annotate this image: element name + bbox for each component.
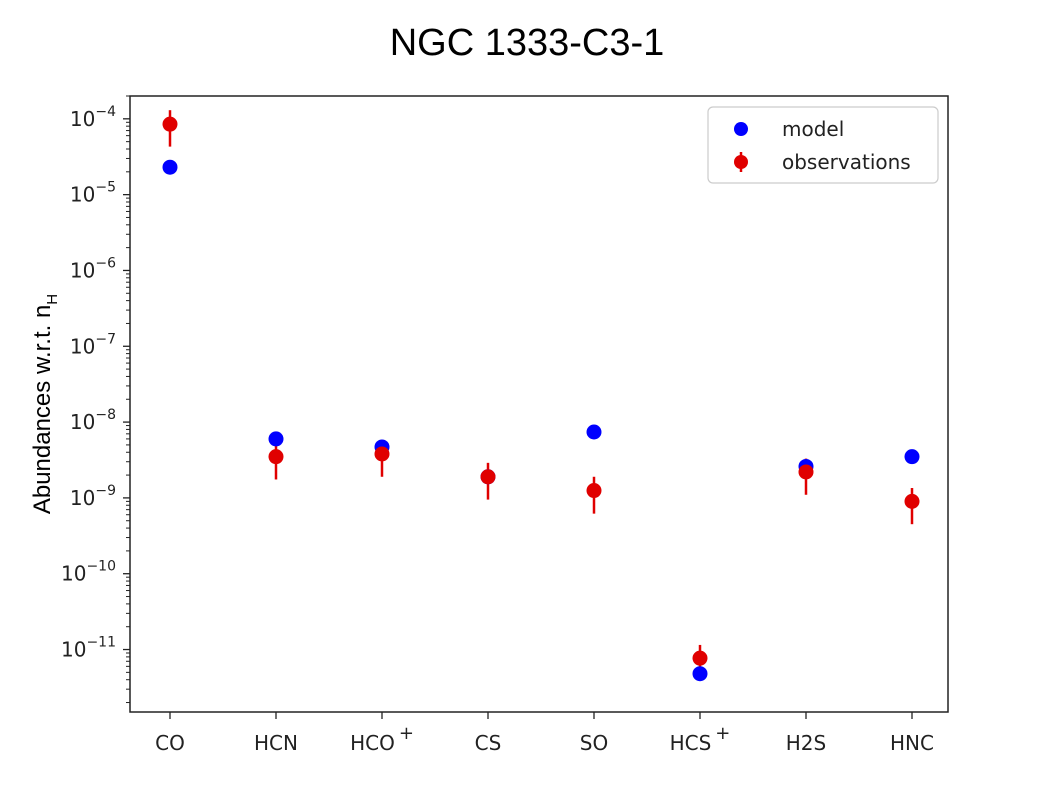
x-tick-label: CS: [475, 731, 502, 755]
chart-title: NGC 1333-C3-1: [389, 22, 665, 64]
x-tick-label: HCN: [254, 731, 298, 755]
legend-model-marker: [734, 122, 748, 136]
x-axis-ticks: CO HCN HCO + CS SO HCS + H2S HNC: [155, 712, 934, 755]
y-tick-label: 10−10: [61, 559, 116, 586]
observations-point: [692, 650, 708, 666]
legend: model observations: [707, 106, 939, 184]
legend-model-label: model: [782, 117, 844, 141]
observations-point: [480, 469, 496, 485]
data-points: [162, 116, 920, 682]
y-axis-label: Abundances w.r.t. nH: [29, 294, 61, 514]
x-tick-label: SO: [580, 731, 608, 755]
y-tick-label: 10−4: [70, 104, 116, 131]
y-tick-label: 10−7: [70, 331, 116, 358]
observations-point: [798, 464, 814, 480]
model-point: [162, 159, 178, 175]
x-tick-label: H2S: [786, 731, 826, 755]
legend-observations-marker: [734, 155, 748, 169]
observations-point: [374, 446, 390, 462]
y-tick-label: 10−8: [70, 407, 116, 434]
plot-frame: [129, 95, 949, 713]
observations-point: [162, 116, 178, 132]
observations-point: [586, 483, 602, 499]
error-bars: [168, 110, 914, 681]
y-tick-label: 10−6: [70, 255, 116, 282]
model-point: [268, 431, 284, 447]
observations-point: [268, 449, 284, 465]
model-point: [692, 666, 708, 682]
model-point: [586, 424, 602, 440]
x-tick-label: HCS +: [670, 723, 731, 755]
svg-text:Abundances w.r.t. nH: Abundances w.r.t. nH: [29, 294, 61, 514]
x-tick-label: HNC: [890, 731, 934, 755]
y-tick-label: 10−5: [70, 180, 116, 207]
y-axis-label-subscript: H: [44, 294, 61, 305]
model-point: [904, 449, 920, 465]
x-tick-label: HCO +: [350, 723, 414, 755]
y-axis-label-text: Abundances w.r.t. n: [29, 305, 56, 514]
y-tick-label: 10−11: [61, 635, 116, 662]
observations-point: [904, 493, 920, 509]
y-tick-label: 10−9: [70, 483, 116, 510]
x-tick-label: CO: [155, 731, 185, 755]
y-axis-ticks: 10−4 10−5 10−6 10−7 10−8 10−9 10−10 10−11: [61, 95, 130, 704]
legend-observations-label: observations: [782, 150, 911, 174]
legend-box: [707, 106, 939, 184]
